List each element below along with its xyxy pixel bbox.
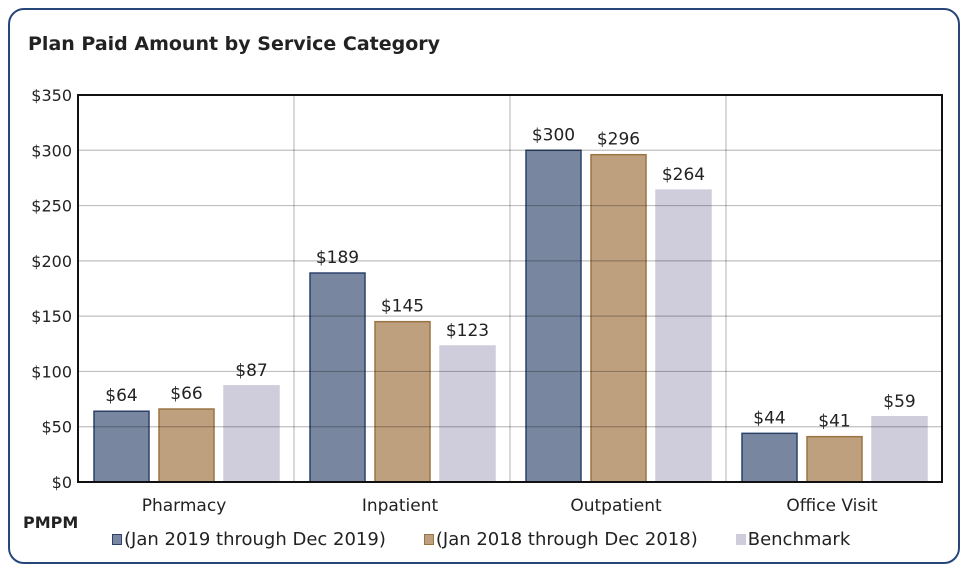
bar xyxy=(309,272,366,483)
data-label: $300 xyxy=(532,125,575,145)
y-tick-label: $150 xyxy=(31,307,72,326)
legend-swatch xyxy=(423,534,434,545)
bar xyxy=(223,385,280,483)
legend-label: (Jan 2019 through Dec 2019) xyxy=(124,529,386,550)
data-label: $296 xyxy=(597,130,640,150)
y-tick-label: $250 xyxy=(31,197,72,216)
data-label: $64 xyxy=(105,386,137,406)
bar xyxy=(439,345,496,483)
bar xyxy=(655,189,712,483)
legend-item[interactable]: (Jan 2019 through Dec 2019) xyxy=(112,529,386,550)
y-tick-label: $300 xyxy=(31,141,72,160)
y-tick-label: $200 xyxy=(31,252,72,271)
y-tick-label: $350 xyxy=(31,86,72,105)
bar xyxy=(525,149,582,483)
chart-card xyxy=(8,8,960,564)
chart-title: Plan Paid Amount by Service Category xyxy=(28,33,441,55)
data-label: $41 xyxy=(818,412,850,432)
data-label: $44 xyxy=(753,408,785,428)
bar xyxy=(806,435,863,483)
data-label: $87 xyxy=(235,361,267,381)
y-tick-label: $0 xyxy=(52,473,72,492)
bar xyxy=(374,320,431,483)
legend-label: (Jan 2018 through Dec 2018) xyxy=(435,529,698,550)
bar xyxy=(590,153,647,483)
legend-item[interactable]: Benchmark xyxy=(735,529,851,550)
bar xyxy=(741,432,798,483)
bar xyxy=(871,416,928,483)
bar xyxy=(158,408,215,483)
x-tick-label: Outpatient xyxy=(570,496,662,516)
legend-label: Benchmark xyxy=(747,529,851,550)
plot-frame xyxy=(77,94,943,483)
x-tick-label: Inpatient xyxy=(362,496,439,516)
data-label: $123 xyxy=(446,321,489,341)
x-tick-label: Pharmacy xyxy=(142,496,227,516)
bar xyxy=(93,410,150,483)
x-tick-label: Office Visit xyxy=(786,496,878,516)
data-label: $264 xyxy=(662,165,705,185)
legend-item[interactable]: (Jan 2018 through Dec 2018) xyxy=(423,529,698,550)
data-label: $189 xyxy=(316,248,359,268)
data-label: $59 xyxy=(883,392,915,412)
legend-swatch xyxy=(112,534,122,545)
y-tick-label: $50 xyxy=(41,418,72,437)
unit-label: PMPM xyxy=(23,513,79,532)
legend: (Jan 2019 through Dec 2019) (Jan 2018 thr… xyxy=(112,529,850,550)
data-label: $145 xyxy=(381,297,424,317)
legend-swatch xyxy=(735,534,746,545)
data-label: $66 xyxy=(170,384,202,404)
y-tick-label: $100 xyxy=(31,362,72,381)
